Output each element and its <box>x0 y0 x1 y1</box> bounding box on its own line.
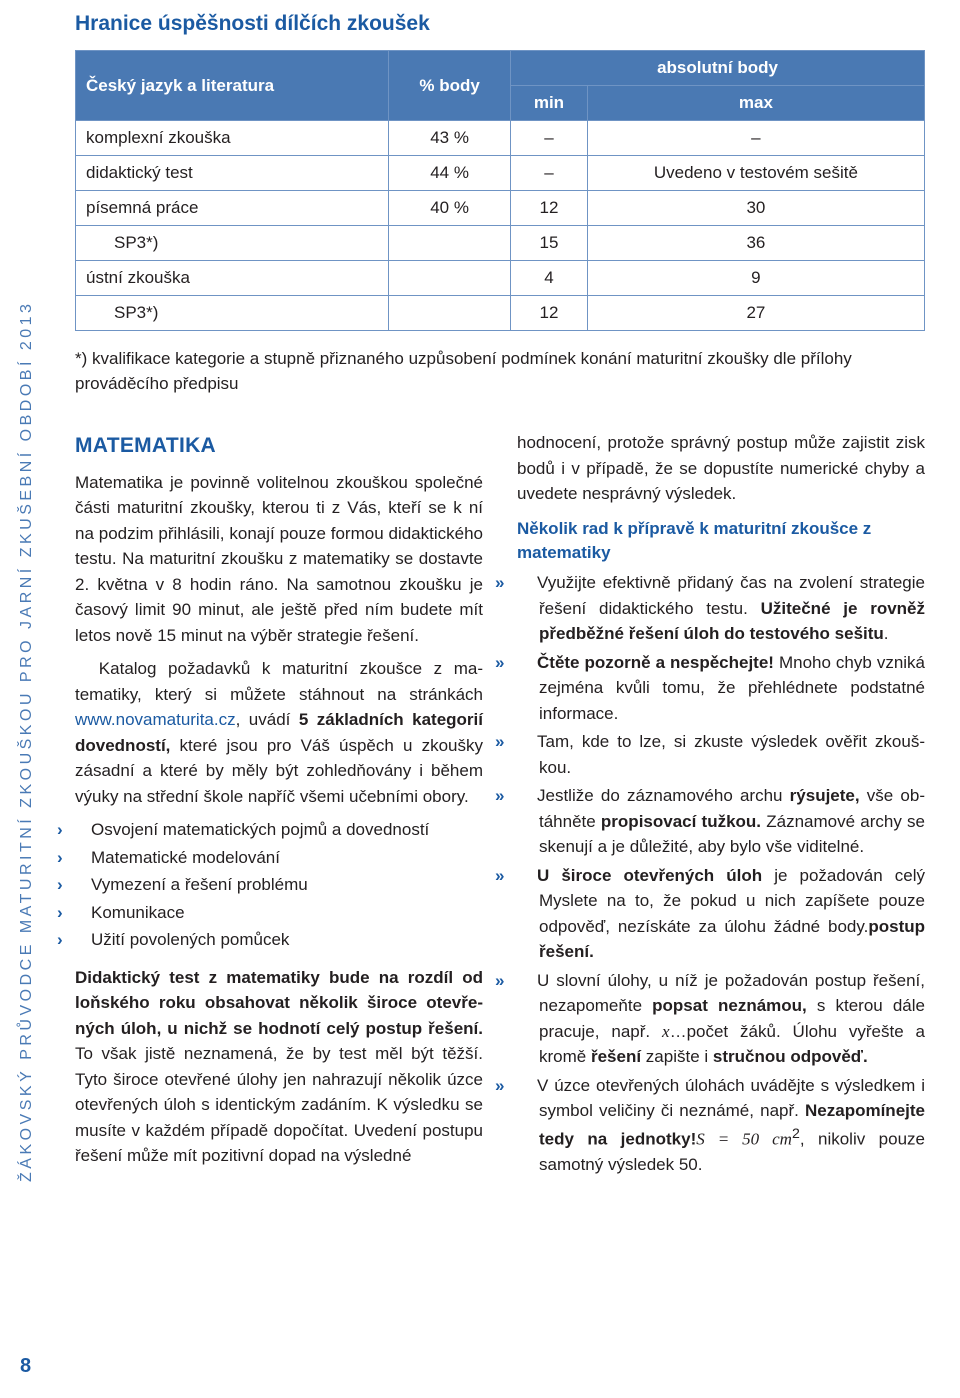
text: , uvádí <box>236 710 299 729</box>
cell-pct <box>389 261 511 296</box>
cell-max: 30 <box>587 191 924 226</box>
left-p1: Matematika je povinně volitelnou zkouško… <box>75 470 483 649</box>
left-column: MATEMATIKA Matematika je povinně volitel… <box>75 430 483 1180</box>
tip-item: »Tam, kde to lze, si zkuste výsledek ově… <box>517 729 925 780</box>
sidebar-vertical-label: ŽÁKOVSKÝ PRŮVODCE MATURITNÍ ZKOUŠKOU PRO… <box>18 12 42 1182</box>
cell-max: 27 <box>587 296 924 331</box>
th-subject: Český jazyk a literatura <box>76 51 389 121</box>
chevron-icon: › <box>75 900 91 926</box>
cell-pct <box>389 226 511 261</box>
tip-item: »Jestliže do záznamového archu rýsujete,… <box>517 783 925 860</box>
cell-label: SP3*) <box>76 296 389 331</box>
double-chevron-icon: » <box>517 863 537 889</box>
cell-label: komplexní zkouška <box>76 121 389 156</box>
cell-pct <box>389 296 511 331</box>
th-abs: absolutní body <box>511 51 925 86</box>
chevron-icon: › <box>75 845 91 871</box>
list-item: ›Komunikace <box>75 900 483 926</box>
double-chevron-icon: » <box>517 729 537 755</box>
right-column: hodnocení, protože správný postup může z… <box>517 430 925 1180</box>
novamaturita-link[interactable]: www.novamaturita.cz <box>75 710 236 729</box>
tips-list: »Využijte efektivně přidaný čas na zvole… <box>517 570 925 1177</box>
cell-max: 36 <box>587 226 924 261</box>
tip-item: »Čtěte pozorně a nespěchejte! Mnoho chyb… <box>517 650 925 727</box>
left-p3: Didaktický test z matematiky bude na roz… <box>75 965 483 1169</box>
chevron-icon: › <box>75 927 91 953</box>
th-min: min <box>511 86 588 121</box>
grades-tbody: komplexní zkouška43 %––didaktický test44… <box>76 121 925 331</box>
list-item: ›Vymezení a řešení problému <box>75 872 483 898</box>
page-number: 8 <box>20 1355 31 1378</box>
double-chevron-icon: » <box>517 783 537 809</box>
right-cont: hodnocení, protože správný postup může z… <box>517 430 925 507</box>
table-row: SP3*) 1536 <box>76 226 925 261</box>
table-row: písemná práce40 %1230 <box>76 191 925 226</box>
cell-min: 4 <box>511 261 588 296</box>
cell-pct: 40 % <box>389 191 511 226</box>
left-p2: Katalog požadavků k maturitní zkoušce z … <box>75 656 483 809</box>
cell-max: 9 <box>587 261 924 296</box>
table-row: SP3*) 1227 <box>76 296 925 331</box>
chevron-icon: › <box>75 872 91 898</box>
chevron-icon: › <box>75 817 91 843</box>
cell-label: SP3*) <box>76 226 389 261</box>
double-chevron-icon: » <box>517 570 537 596</box>
skill-list: ›Osvojení matematických pojmů a dovednos… <box>75 817 483 953</box>
two-columns: MATEMATIKA Matematika je povinně volitel… <box>75 430 925 1180</box>
tip-item: »V úzce otevřených úlohách uvádějte s vý… <box>517 1073 925 1178</box>
math-heading: MATEMATIKA <box>75 430 483 462</box>
cell-min: 15 <box>511 226 588 261</box>
tip-item: »U slovní úlohy, u níž je požadován post… <box>517 968 925 1070</box>
cell-label: ústní zkouška <box>76 261 389 296</box>
list-item: ›Užití povolených pomůcek <box>75 927 483 953</box>
double-chevron-icon: » <box>517 968 537 994</box>
section-title: Hranice úspěšnosti dílčích zkoušek <box>75 12 925 36</box>
cell-label: písemná práce <box>76 191 389 226</box>
th-max: max <box>587 86 924 121</box>
table-row: ústní zkouška 49 <box>76 261 925 296</box>
text: To však jistě neznamená, že by test měl … <box>75 1044 483 1165</box>
cell-pct: 43 % <box>389 121 511 156</box>
th-pct: % body <box>389 51 511 121</box>
page-content: Hranice úspěšnosti dílčích zkoušek Český… <box>75 12 925 1181</box>
cell-min: 12 <box>511 191 588 226</box>
bold-text: Didaktický test z matematiky bude na roz… <box>75 968 483 1038</box>
tip-item: »U široce otevřených úloh je požadován c… <box>517 863 925 965</box>
table-footnote: *) kvalifikace kategorie a stupně přizna… <box>75 347 925 396</box>
double-chevron-icon: » <box>517 1073 537 1099</box>
cell-min: – <box>511 156 588 191</box>
grades-table: Český jazyk a literatura % body absolutn… <box>75 50 925 331</box>
list-item: ›Osvojení matematických pojmů a dovednos… <box>75 817 483 843</box>
double-chevron-icon: » <box>517 650 537 676</box>
tip-item: »Využijte efektivně přidaný čas na zvole… <box>517 570 925 647</box>
cell-min: 12 <box>511 296 588 331</box>
cell-max: Uvedeno v testovém sešitě <box>587 156 924 191</box>
cell-label: didaktický test <box>76 156 389 191</box>
table-row: komplexní zkouška43 %–– <box>76 121 925 156</box>
table-row: didaktický test44 %–Uvedeno v testovém s… <box>76 156 925 191</box>
cell-max: – <box>587 121 924 156</box>
cell-pct: 44 % <box>389 156 511 191</box>
tips-subhead: Několik rad k přípravě k maturitní zkouš… <box>517 517 925 565</box>
list-item: ›Matematické modelování <box>75 845 483 871</box>
text: Katalog požadavků k maturitní zkoušce z … <box>75 659 483 704</box>
cell-min: – <box>511 121 588 156</box>
